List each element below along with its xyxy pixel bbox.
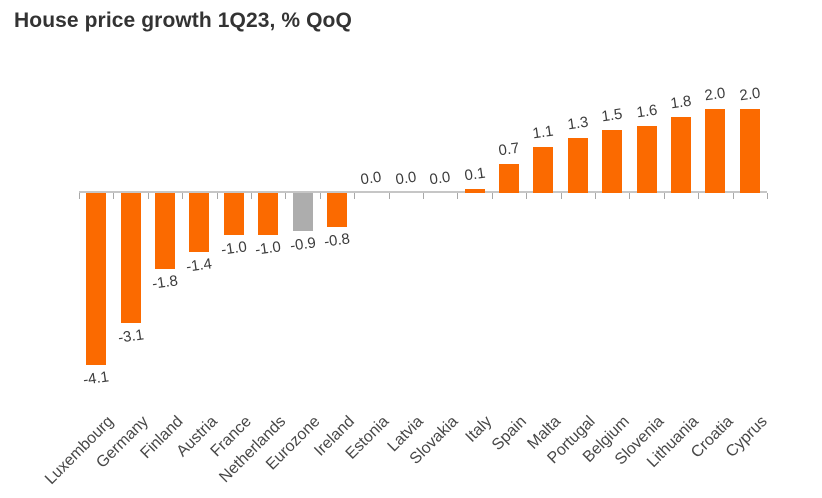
axis-tick [319, 193, 321, 199]
value-label-ireland: -0.8 [323, 229, 351, 251]
axis-tick [560, 193, 562, 199]
axis-tick [526, 193, 528, 199]
axis-tick [698, 193, 700, 199]
bar-netherlands [258, 193, 279, 235]
axis-tick [595, 193, 596, 199]
chart-title: House price growth 1Q23, % QoQ [14, 9, 352, 32]
axis-tick [491, 193, 493, 199]
category-label-text: Spain [489, 413, 531, 454]
axis-tick [354, 193, 356, 199]
value-label-italy: 0.1 [463, 164, 487, 185]
axis-tick [182, 193, 184, 199]
axis-tick [732, 193, 734, 199]
bar-austria [189, 193, 210, 252]
axis-tick [629, 193, 631, 199]
bar-malta [533, 146, 554, 193]
bar-cyprus [739, 109, 760, 193]
value-label-luxembourg: -4.1 [82, 368, 111, 389]
bar-portugal [567, 138, 588, 193]
axis-tick [285, 193, 287, 199]
bar-luxembourg [86, 193, 107, 366]
bar-croatia [705, 109, 726, 193]
axis-tick [216, 193, 218, 199]
axis-tick [113, 193, 115, 199]
x-axis-line [79, 191, 767, 193]
axis-tick [767, 193, 768, 199]
axis-tick [423, 193, 424, 199]
axis-tick [79, 193, 80, 199]
bar-finland [155, 193, 175, 269]
bar-ireland [327, 193, 347, 227]
bar-italy [464, 188, 485, 193]
bar-slovenia [636, 125, 657, 193]
axis-tick [251, 193, 252, 199]
axis-tick [457, 193, 459, 199]
bar-lithuania [671, 117, 691, 193]
bar-france [223, 193, 244, 235]
axis-tick [147, 193, 149, 199]
bar-eurozone [292, 193, 313, 231]
axis-tick [663, 193, 665, 199]
bar-germany [120, 193, 141, 324]
bar-spain [499, 163, 519, 193]
axis-tick [388, 193, 390, 199]
value-label-germany: -3.1 [116, 326, 145, 347]
bar-belgium [602, 130, 623, 193]
